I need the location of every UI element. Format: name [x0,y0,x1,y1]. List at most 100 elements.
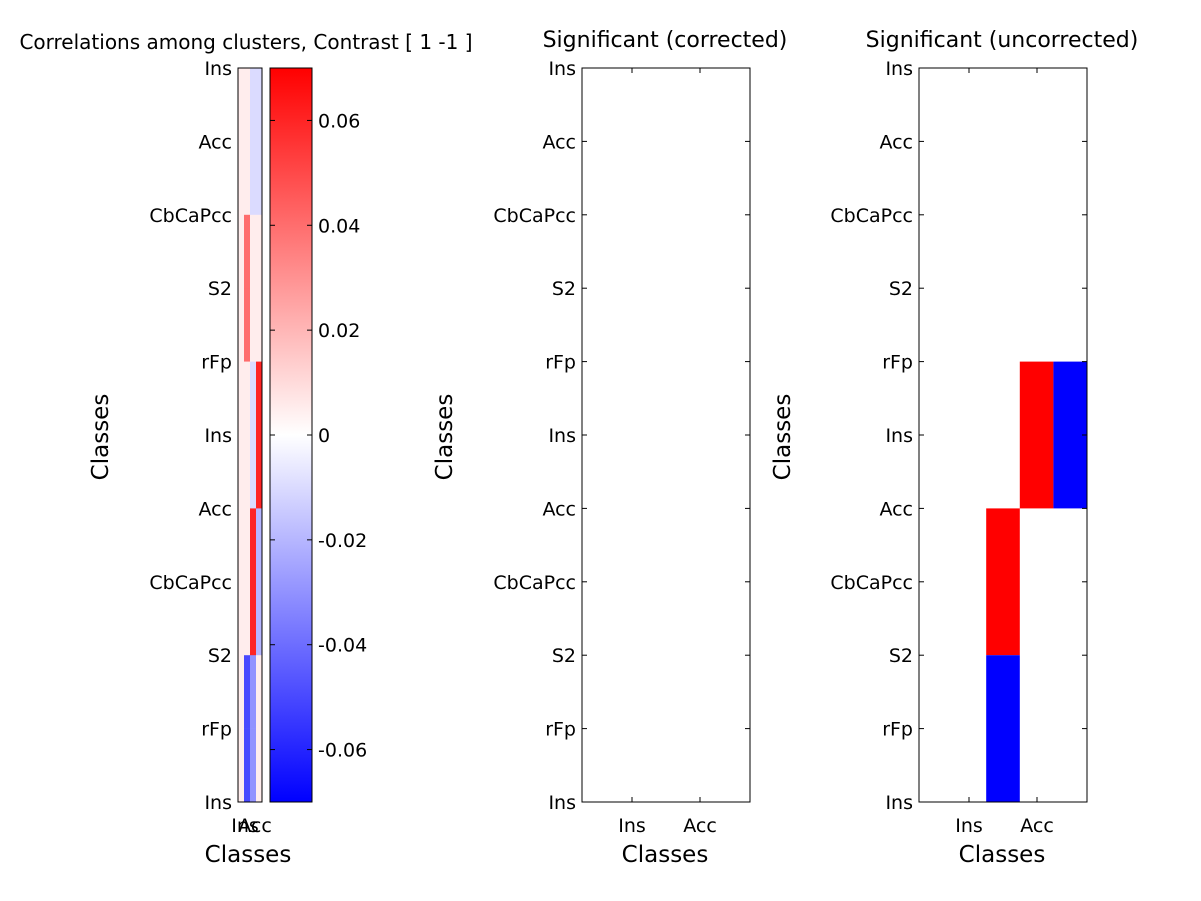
heatmap-cell [244,141,251,216]
y-tick-label: S2 [208,645,232,667]
heatmap-cell [238,288,245,362]
y-tick-label: S2 [889,645,913,667]
y-tick-label: Ins [885,425,913,447]
heatmap-cell [256,214,263,289]
heatmap-cell [238,435,245,509]
heatmap-cell [244,361,251,436]
y-tick-label: Acc [542,498,576,520]
heatmap-cell [256,655,263,729]
panel-1-x-tick-ins: Ins [231,815,259,837]
panel-1-frame [237,67,263,803]
colorbar-tick-label: -0.04 [318,635,367,657]
y-tick-label: rFp [882,719,913,741]
panel-1-x-axis-label: Classes [205,842,292,868]
heatmap-cell [256,141,263,216]
heatmap-cell [256,361,263,436]
y-tick-label: Ins [204,425,232,447]
panel-1-y-axis-label: Classes [88,394,114,481]
y-tick-label: S2 [208,278,232,300]
heatmap-cell [238,508,245,583]
significant-cell [986,655,1020,802]
heatmap-cell [250,68,257,142]
significant-cell [1053,361,1087,509]
y-tick-label: Ins [885,58,913,80]
heatmap-cell [250,361,257,436]
heatmap-cell [238,581,245,656]
y-tick-label: Ins [204,58,232,80]
x-tick-label: Acc [1020,815,1054,837]
heatmap-cell [238,728,245,803]
heatmap-cell [250,141,257,216]
colorbar-tick-label: 0 [318,425,330,447]
panel-2-y-axis-label: Classes [432,394,458,481]
y-tick-label: Acc [879,498,913,520]
panel-3-x-axis-label: Classes [959,842,1046,868]
significant-cell [986,508,1020,656]
y-tick-label: rFp [545,352,576,374]
y-tick-label: Acc [879,131,913,153]
heatmap-cell [250,655,257,729]
colorbar-tick-label: -0.06 [318,740,367,762]
y-tick-label: S2 [552,278,576,300]
colorbar-tick-label: 0.04 [318,215,360,237]
heatmap-cell [238,141,245,216]
panel-1-y-ticks: Ins Acc CbCaPcc S2 rFp Ins Acc CbCaPcc S2 rFp Ins [149,58,232,814]
heatmap-cell [256,68,263,142]
colorbar-tick-label: -0.02 [318,530,367,552]
y-tick-label: Ins [885,792,913,814]
heatmap-cell [244,214,251,289]
significant-cell [1019,361,1054,509]
y-tick-label: Ins [204,792,232,814]
heatmap-cell [250,508,257,583]
panel-3-cells [986,361,1087,802]
colorbar-ticks: 0.06 0.04 0.02 0 -0.02 -0.04 -0.06 [270,110,367,762]
x-tick-label: Ins [955,815,983,837]
heatmap-cell [244,68,251,142]
panel-3-y-axis-label: Classes [770,394,796,481]
x-tick-label: Acc [683,815,717,837]
panel-1-title: Correlations among clusters, Contrast [ … [19,30,472,54]
colorbar-gradient [269,67,313,803]
y-tick-label: CbCaPcc [493,572,576,594]
colorbar-tick-label: 0.06 [318,110,360,132]
heatmap-cell [256,288,263,362]
heatmap-cell [256,435,263,509]
heatmap-cell [244,581,251,656]
panel-3-title: Significant (uncorrected) [866,28,1139,53]
panel-2-title: Significant (corrected) [543,28,788,53]
panel-2-x-axis-label: Classes [622,842,709,868]
y-tick-label: Acc [198,498,232,520]
heatmap-cell [244,655,251,729]
panel-1-x-tick-acc: Acc [238,815,272,837]
y-tick-label: CbCaPcc [830,572,913,594]
heatmap-cell [238,68,245,142]
y-tick-label: rFp [201,719,232,741]
heatmap-cell [250,581,257,656]
y-tick-label: rFp [882,352,913,374]
y-tick-label: rFp [545,719,576,741]
y-tick-label: rFp [201,352,232,374]
heatmap-cell [238,361,245,436]
y-tick-label: CbCaPcc [149,572,232,594]
y-tick-label: Ins [548,425,576,447]
y-tick-label: CbCaPcc [149,205,232,227]
panel-correlations: Correlations among clusters, Contrast [ … [19,30,472,868]
y-tick-label: Ins [548,792,576,814]
heatmap-cell [250,288,257,362]
panel-1-cells [238,68,263,803]
y-tick-label: CbCaPcc [493,205,576,227]
panel-2-frame [581,67,751,803]
heatmap-cell [244,288,251,362]
panel-3-ticks: Ins Acc CbCaPcc S2 rFp Ins Acc CbCaPcc S2 rFp Ins I… [830,58,1087,837]
colorbar-tick-label: 0.02 [318,320,360,342]
panel-corrected: Significant (corrected) Ins Acc CbCaPcc S2 r… [432,28,787,868]
panel-uncorrected: Significant (uncorrected) Ins Acc CbCaPcc S… [770,28,1138,868]
heatmap-cell [256,581,263,656]
panel-2-ticks: Ins Acc CbCaPcc S2 rFp Ins Acc CbCaPcc S2 rFp Ins I… [493,58,750,837]
heatmap-cell [244,508,251,583]
y-tick-label: Acc [198,131,232,153]
heatmap-cell [256,508,263,583]
heatmap-cell [256,728,263,803]
heatmap-cell [238,655,245,729]
